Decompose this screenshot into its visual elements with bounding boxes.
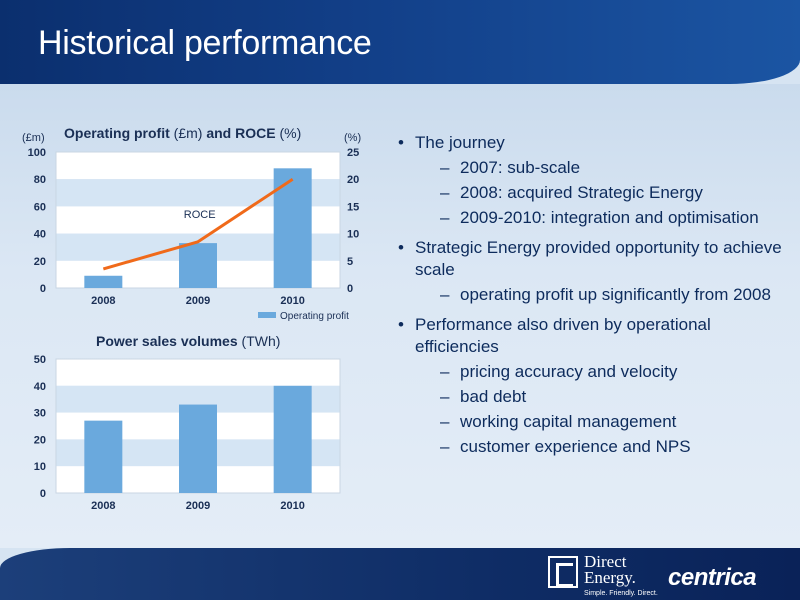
dash-icon: – — [440, 285, 450, 304]
y-tick-label: 80 — [34, 174, 46, 186]
bar-operating-profit-2008 — [84, 275, 123, 288]
y-tick-label: 50 — [34, 354, 46, 366]
bullet-text: Performance also driven by operational e… — [415, 315, 711, 356]
y2-tick-label: 10 — [347, 229, 359, 241]
y2-tick-label: 0 — [347, 283, 353, 295]
bullet-text: Strategic Energy provided opportunity to… — [415, 238, 782, 279]
y2-tick-label: 5 — [347, 256, 353, 268]
sub-bullet-text: customer experience and NPS — [460, 437, 691, 456]
footer-bar — [0, 548, 800, 600]
dash-icon: – — [440, 412, 450, 431]
line-roce — [102, 177, 294, 271]
dash-icon: – — [440, 437, 450, 456]
sub-bullet-text: bad debt — [460, 387, 527, 406]
chart1-title: Operating profit (£m) and ROCE (%) — [64, 125, 302, 141]
y-tick-label: 20 — [34, 256, 46, 268]
y2-tick-label: 25 — [347, 147, 359, 159]
bar-power-sales-2009 — [179, 404, 217, 493]
y-tick-label: 40 — [34, 381, 46, 393]
chart1-right-unit: (%) — [344, 132, 362, 144]
y2-tick-label: 15 — [347, 201, 359, 213]
legend-label-operating-profit: Operating profit — [280, 311, 349, 322]
sub-bullet-item: – working capital management — [398, 411, 793, 433]
slide-title: Historical performance — [38, 24, 372, 62]
x-tick-label: 2010 — [280, 295, 304, 307]
sub-bullet-item: – customer experience and NPS — [398, 436, 793, 458]
bullet-item: • The journey — [398, 132, 793, 154]
bullet-dot-icon: • — [398, 133, 404, 152]
sub-bullet-text: 2007: sub-scale — [460, 158, 581, 177]
y-tick-label: 0 — [40, 488, 46, 500]
y-tick-label: 0 — [40, 283, 46, 295]
sub-bullet-text: 2009-2010: integration and optimisation — [460, 208, 759, 227]
y-tick-label: 100 — [28, 147, 46, 159]
operating-profit-roce-chart: 0 20 40 60 80 100 0 5 10 15 20 25 2008 2009 2010 ROCE Op… — [28, 147, 360, 322]
sub-bullet-item: – bad debt — [398, 386, 793, 408]
dash-icon: – — [440, 183, 450, 202]
bullet-dot-icon: • — [398, 315, 404, 334]
sub-bullet-text: working capital management — [460, 412, 677, 431]
bullet-item: • Strategic Energy provided opportunity t… — [398, 237, 793, 281]
bar-power-sales-2010 — [273, 385, 312, 493]
sub-bullet-item: –2008: acquired Strategic Energy — [398, 182, 793, 204]
y-tick-label: 20 — [34, 434, 46, 446]
direct-energy-mark-icon — [548, 556, 578, 588]
y2-tick-label: 20 — [347, 174, 359, 186]
x-tick-label: 2009 — [186, 295, 210, 307]
sub-bullet-text: pricing accuracy and velocity — [460, 362, 678, 381]
y-tick-label: 60 — [34, 201, 46, 213]
legend-swatch-operating-profit — [258, 312, 276, 318]
header-bar — [0, 0, 800, 84]
y-tick-label: 40 — [34, 229, 46, 241]
x-tick-label: 2008 — [91, 295, 115, 307]
bar-power-sales-2008 — [84, 420, 123, 493]
dash-icon: – — [440, 362, 450, 381]
dash-icon: – — [440, 208, 450, 227]
grid-band — [56, 359, 340, 386]
sub-bullet-item: – pricing accuracy and velocity — [398, 361, 793, 383]
bar-operating-profit-2009 — [179, 243, 217, 288]
chart2-title: Power sales volumes (TWh) — [96, 333, 281, 349]
sub-bullet-text: operating profit up significantly from 2… — [460, 285, 771, 304]
sub-bullet-item: –2007: sub-scale — [398, 157, 793, 179]
dash-icon: – — [440, 158, 450, 177]
x-tick-label: 2010 — [280, 500, 304, 512]
centrica-logo: centrica — [668, 564, 757, 591]
x-tick-label: 2008 — [91, 500, 115, 512]
bullet-list: • The journey –2007: sub-scale –2008: acqui… — [398, 132, 793, 458]
sub-bullet-item: – operating profit up significantly from … — [398, 284, 793, 306]
y-tick-label: 30 — [34, 408, 46, 420]
sub-bullet-text: 2008: acquired Strategic Energy — [460, 183, 703, 202]
bullet-dot-icon: • — [398, 238, 404, 257]
chart1-left-unit: (£m) — [22, 132, 45, 144]
power-sales-volumes-chart: 0 10 20 30 40 50 2008 2009 2010 — [34, 354, 341, 512]
bullet-text: The journey — [415, 133, 505, 152]
sub-bullet-item: –2009-2010: integration and optimisation — [398, 207, 793, 229]
x-tick-label: 2009 — [186, 500, 210, 512]
y-tick-label: 10 — [34, 461, 46, 473]
dash-icon: – — [440, 387, 450, 406]
bullet-item: • Performance also driven by operational … — [398, 314, 793, 358]
roce-label: ROCE — [184, 209, 216, 221]
